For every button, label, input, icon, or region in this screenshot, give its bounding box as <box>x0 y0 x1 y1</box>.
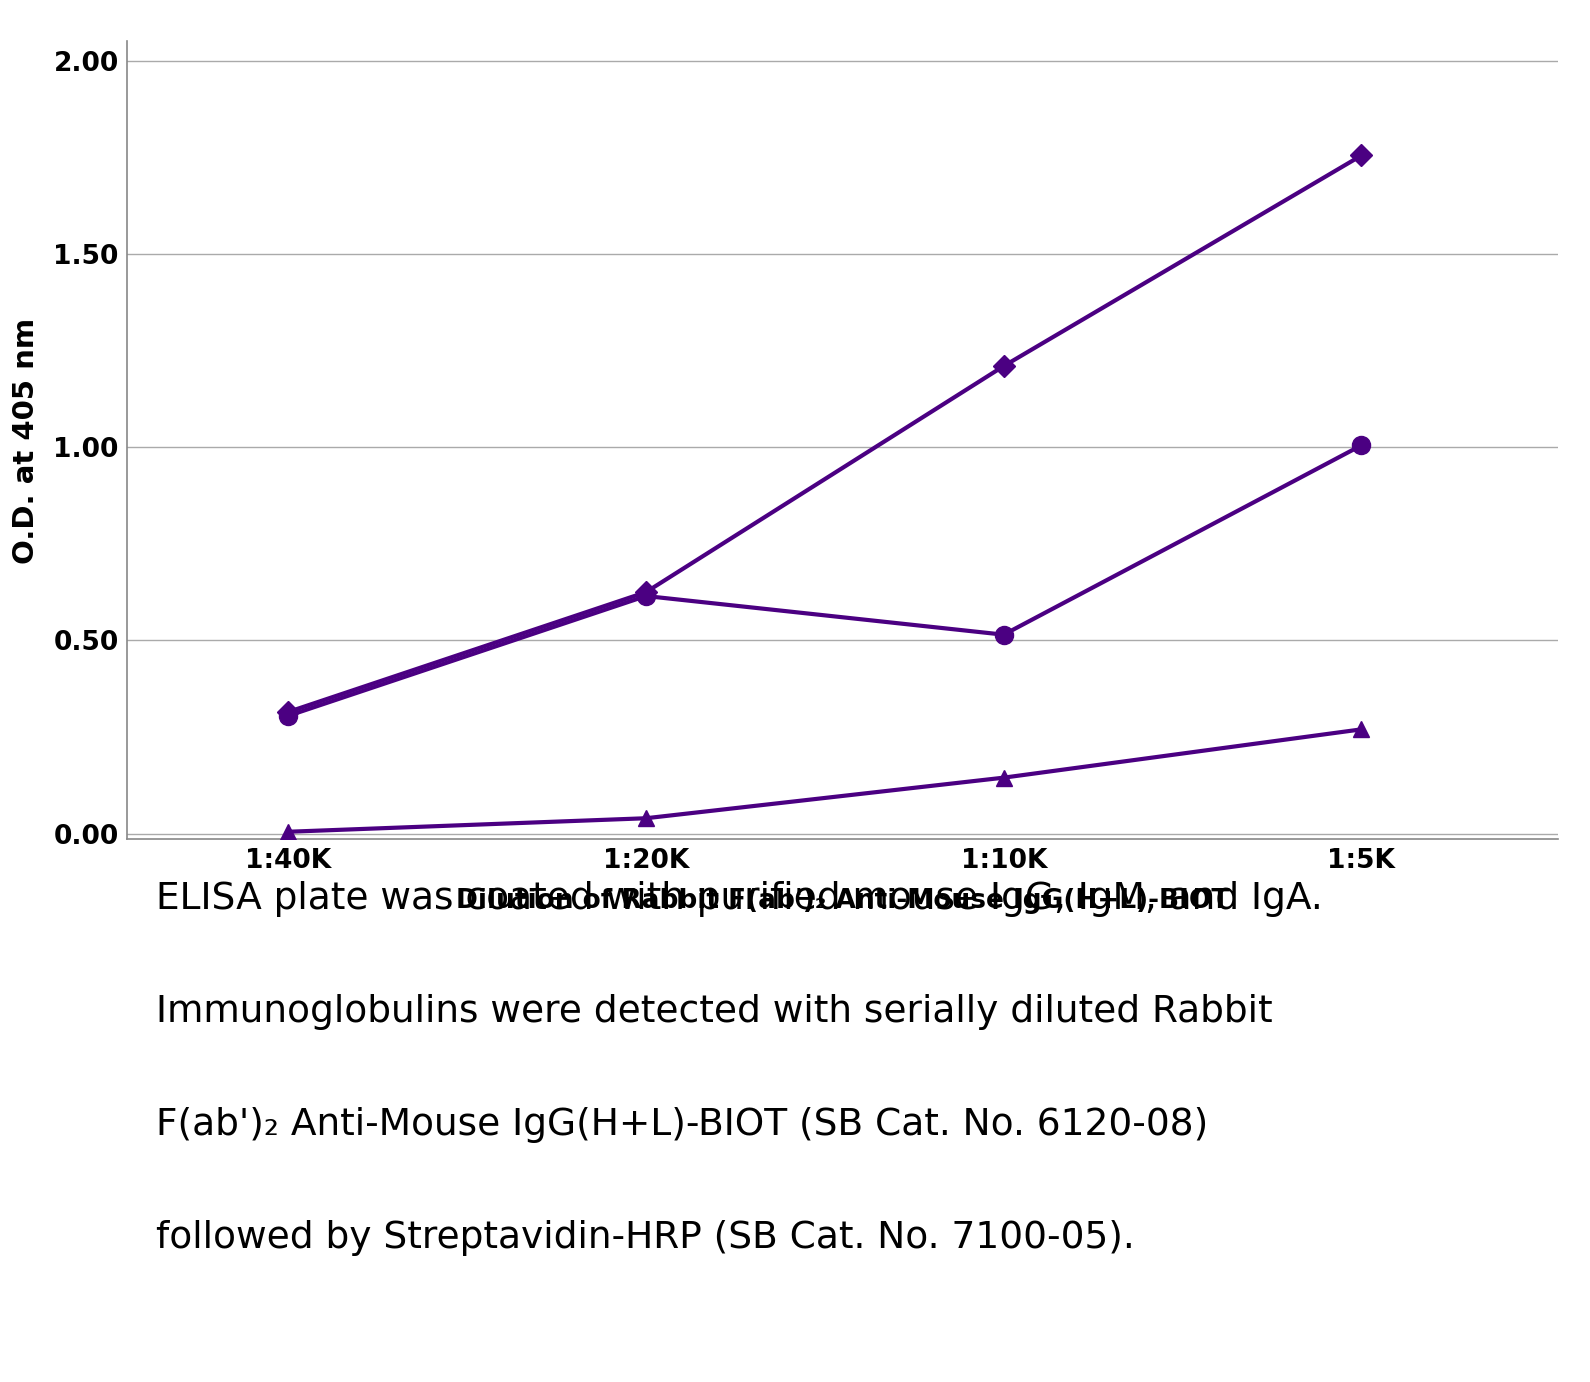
Text: F(ab')₂ Anti-Mouse IgG(H+L)-BIOT (SB Cat. No. 6120-08): F(ab')₂ Anti-Mouse IgG(H+L)-BIOT (SB Cat… <box>156 1107 1208 1143</box>
Text: ELISA plate was coated with purified mouse IgG, IgM, and IgA.: ELISA plate was coated with purified mou… <box>156 880 1323 916</box>
X-axis label: Dilution of Rabbit F(ab')₂ Anti-Mouse IgG(H+L)-BIOT: Dilution of Rabbit F(ab')₂ Anti-Mouse Ig… <box>456 887 1229 914</box>
Y-axis label: O.D. at 405 nm: O.D. at 405 nm <box>11 318 40 564</box>
Text: Immunoglobulins were detected with serially diluted Rabbit: Immunoglobulins were detected with seria… <box>156 994 1272 1030</box>
Text: followed by Streptavidin-HRP (SB Cat. No. 7100-05).: followed by Streptavidin-HRP (SB Cat. No… <box>156 1220 1135 1256</box>
Legend: IgG, IgM, IgA: IgG, IgM, IgA <box>1587 120 1590 332</box>
